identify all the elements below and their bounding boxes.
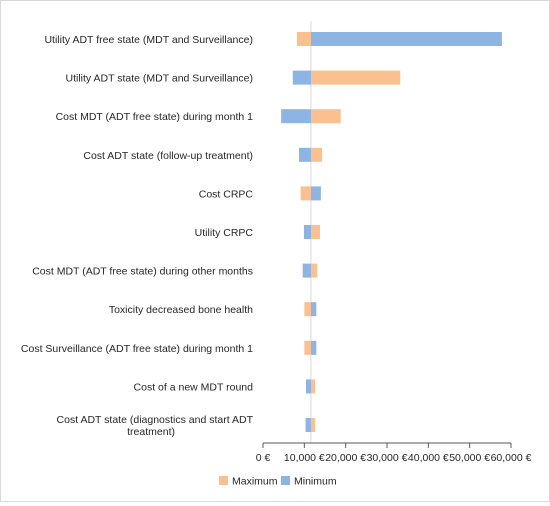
x-tick-label-6: 50,000 € [449, 452, 490, 464]
bar-maximum-1 [296, 32, 311, 46]
category-label-8: Toxicity decreased bone health [109, 304, 253, 316]
bar-minimum-9 [310, 340, 317, 355]
category-labels: Utility ADT free state (MDT and Surveill… [21, 34, 254, 438]
bar-maximum-10 [310, 379, 316, 394]
legend-swatch-maximum [219, 476, 228, 485]
bar-minimum-10 [305, 379, 311, 394]
bar-maximum-2 [310, 70, 401, 85]
x-tick-label-7: 60,000 € [491, 452, 532, 464]
bar-maximum-4 [310, 147, 323, 162]
category-label-1: Utility ADT free state (MDT and Surveill… [44, 34, 253, 46]
bar-minimum-8 [310, 302, 317, 317]
bar-maximum-6 [310, 225, 321, 239]
legend-label-maximum: Maximum [232, 476, 278, 488]
bars-group [281, 21, 502, 443]
category-label-10: Cost of a new MDT round [134, 381, 254, 393]
x-tick-label-3: 20,000 € [325, 452, 366, 464]
bar-minimum-6 [303, 225, 311, 239]
x-tick-label-2: 10,000 € [284, 452, 325, 464]
bar-maximum-9 [304, 340, 311, 355]
x-tick-label-5: 40,000 € [408, 452, 449, 464]
bar-minimum-7 [302, 263, 311, 278]
bar-minimum-3 [281, 109, 311, 124]
category-label-6: Utility CRPC [195, 227, 254, 239]
bar-maximum-5 [300, 186, 311, 201]
category-label-7: Cost MDT (ADT free state) during other m… [32, 266, 253, 278]
bar-minimum-2 [292, 70, 311, 85]
legend-label-minimum: Minimum [294, 476, 337, 488]
bar-maximum-8 [304, 302, 311, 317]
x-axis: 0 € 10,000 €20,000 €30,000 €40,000 €50,00… [256, 442, 532, 464]
category-label-11: Cost ADT state (diagnostics and start AD… [57, 414, 254, 438]
x-tick-label-4: 30,000 € [367, 452, 408, 464]
bar-maximum-11 [310, 418, 316, 432]
category-label-5: Cost CRPC [199, 188, 254, 200]
legend-swatch-minimum [281, 476, 290, 485]
category-label-4: Cost ADT state (follow-up treatment) [83, 150, 253, 162]
category-label-9: Cost Surveillance (ADT free state) durin… [21, 343, 253, 355]
bar-maximum-3 [310, 109, 341, 124]
legend: Maximum Minimum [219, 476, 337, 488]
category-label-3: Cost MDT (ADT free state) during month 1 [56, 111, 254, 123]
bar-minimum-5 [310, 186, 321, 201]
bar-minimum-11 [305, 418, 311, 432]
x-tick-label-1: 0 € [256, 452, 271, 464]
category-label-2: Utility ADT state (MDT and Surveillance) [65, 73, 253, 85]
bar-minimum-1 [310, 32, 502, 46]
bar-minimum-4 [298, 147, 311, 162]
bar-maximum-7 [310, 263, 318, 278]
